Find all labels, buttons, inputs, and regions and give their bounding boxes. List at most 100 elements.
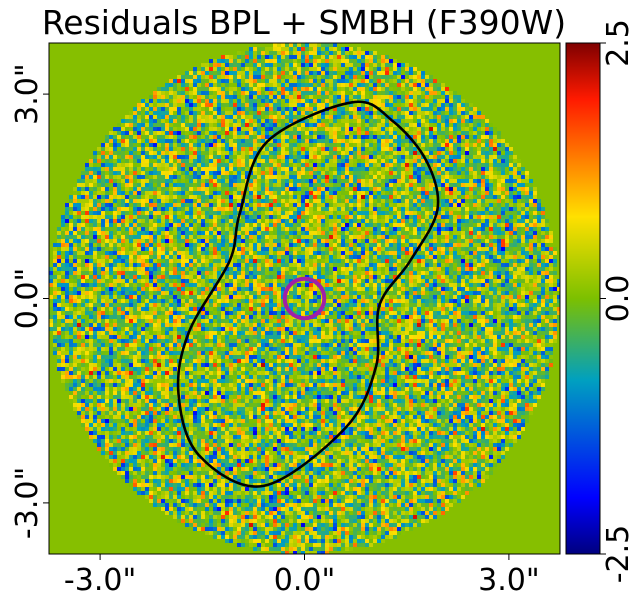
residual-pixel: [545, 239, 549, 243]
residual-pixel: [205, 163, 209, 167]
residual-pixel: [261, 235, 265, 239]
residual-pixel: [445, 211, 449, 215]
residual-pixel: [457, 247, 461, 251]
residual-pixel: [241, 107, 245, 111]
residual-pixel: [445, 155, 449, 159]
residual-pixel: [377, 155, 381, 159]
residual-pixel: [293, 99, 297, 103]
residual-pixel: [505, 219, 509, 223]
residual-pixel: [297, 199, 301, 203]
residual-pixel: [265, 183, 269, 187]
residual-pixel: [241, 211, 245, 215]
residual-pixel: [361, 71, 365, 75]
residual-pixel: [257, 123, 261, 127]
residual-pixel: [501, 163, 505, 167]
residual-pixel: [413, 83, 417, 87]
residual-pixel: [153, 239, 157, 243]
residual-pixel: [77, 223, 81, 227]
residual-pixel: [473, 199, 477, 203]
residual-pixel: [373, 171, 377, 175]
residual-pixel: [201, 115, 205, 119]
residual-pixel: [197, 227, 201, 231]
residual-pixel: [241, 175, 245, 179]
residual-pixel: [353, 139, 357, 143]
residual-pixel: [365, 203, 369, 207]
residual-pixel: [281, 159, 285, 163]
residual-pixel: [453, 103, 457, 107]
residual-pixel: [229, 119, 233, 123]
residual-pixel: [241, 191, 245, 195]
residual-pixel: [485, 207, 489, 211]
residual-pixel: [509, 175, 513, 179]
residual-pixel: [321, 227, 325, 231]
residual-pixel: [173, 95, 177, 99]
residual-pixel: [217, 251, 221, 255]
residual-pixel: [493, 211, 497, 215]
residual-pixel: [197, 163, 201, 167]
residual-pixel: [109, 151, 113, 155]
residual-pixel: [129, 191, 133, 195]
residual-pixel: [425, 223, 429, 227]
residual-pixel: [409, 127, 413, 131]
residual-pixel: [365, 131, 369, 135]
residual-pixel: [173, 167, 177, 171]
residual-pixel: [229, 91, 233, 95]
residual-pixel: [249, 147, 253, 151]
residual-pixel: [121, 247, 125, 251]
residual-pixel: [465, 227, 469, 231]
residual-pixel: [269, 235, 273, 239]
residual-pixel: [189, 127, 193, 131]
residual-pixel: [81, 219, 85, 223]
residual-pixel: [273, 199, 277, 203]
residual-pixel: [161, 227, 165, 231]
residual-pixel: [249, 91, 253, 95]
residual-pixel: [197, 127, 201, 131]
residual-pixel: [173, 183, 177, 187]
residual-pixel: [213, 95, 217, 99]
residual-pixel: [229, 187, 233, 191]
residual-pixel: [493, 151, 497, 155]
residual-pixel: [329, 223, 333, 227]
residual-pixel: [397, 203, 401, 207]
residual-pixel: [461, 243, 465, 247]
residual-pixel: [377, 191, 381, 195]
residual-pixel: [265, 147, 269, 151]
residual-pixel: [141, 111, 145, 115]
residual-pixel: [221, 175, 225, 179]
residual-pixel: [317, 219, 321, 223]
residual-pixel: [265, 111, 269, 115]
residual-pixel: [297, 235, 301, 239]
residual-pixel: [373, 231, 377, 235]
residual-pixel: [221, 143, 225, 147]
residual-pixel: [509, 239, 513, 243]
residual-pixel: [245, 127, 249, 131]
residual-pixel: [169, 131, 173, 135]
residual-pixel: [321, 119, 325, 123]
residual-pixel: [73, 223, 77, 227]
residual-pixel: [293, 127, 297, 131]
residual-pixel: [497, 147, 501, 151]
residual-pixel: [337, 163, 341, 167]
residual-pixel: [185, 219, 189, 223]
residual-pixel: [177, 223, 181, 227]
residual-pixel: [169, 243, 173, 247]
residual-pixel: [265, 163, 269, 167]
residual-pixel: [265, 67, 269, 71]
residual-pixel: [433, 207, 437, 211]
residual-pixel: [481, 219, 485, 223]
residual-pixel: [133, 199, 137, 203]
residual-pixel: [393, 247, 397, 251]
residual-pixel: [365, 251, 369, 255]
residual-pixel: [169, 139, 173, 143]
residual-pixel: [133, 231, 137, 235]
residual-pixel: [257, 179, 261, 183]
residual-pixel: [193, 107, 197, 111]
residual-pixel: [289, 203, 293, 207]
residual-pixel: [249, 63, 253, 67]
residual-pixel: [153, 227, 157, 231]
residual-pixel: [497, 171, 501, 175]
residual-pixel: [141, 159, 145, 163]
residual-pixel: [421, 223, 425, 227]
residual-pixel: [385, 199, 389, 203]
residual-pixel: [349, 51, 353, 55]
